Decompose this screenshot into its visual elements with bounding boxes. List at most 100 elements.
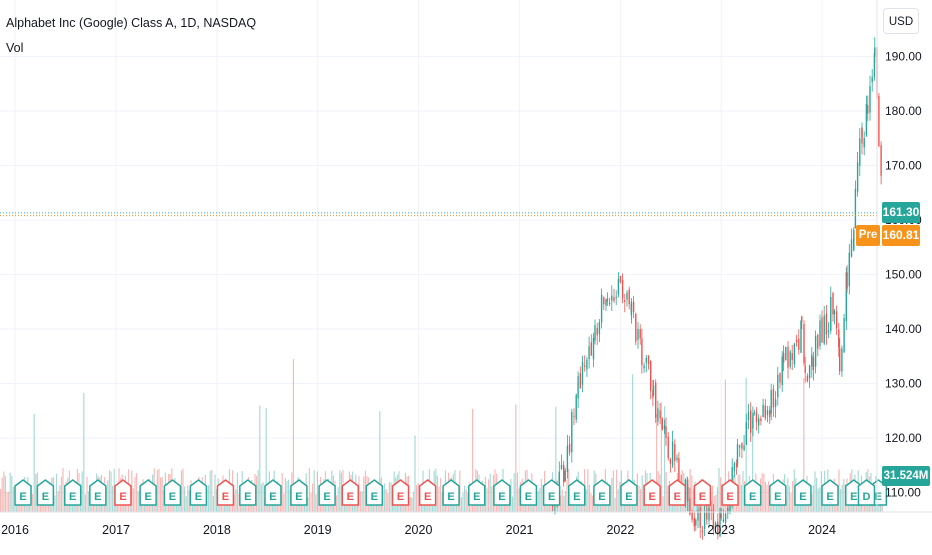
candle-body [712, 510, 715, 529]
earnings-marker-shape [189, 479, 208, 506]
candle-body [798, 338, 800, 350]
volume-bar [180, 470, 182, 512]
candle-body [727, 508, 729, 514]
volume-bar [412, 491, 414, 512]
earnings-marker-shape [418, 479, 437, 506]
earnings-marker[interactable]: E [743, 479, 762, 506]
earnings-marker[interactable]: E [721, 479, 739, 506]
earnings-marker[interactable]: E [519, 479, 538, 506]
legend-title[interactable]: Alphabet Inc (Google) Class A, 1D, NASDA… [6, 16, 257, 30]
earnings-marker[interactable]: E [643, 479, 661, 506]
earnings-marker[interactable]: E [493, 479, 511, 506]
earnings-marker[interactable]: E [391, 479, 410, 506]
candle-body [647, 355, 650, 365]
volume-bar [619, 481, 621, 512]
volume-bar [262, 482, 264, 512]
candle-body [605, 299, 607, 306]
candle-body [830, 297, 832, 331]
earnings-marker[interactable]: E [163, 479, 182, 506]
volume-bar [388, 481, 390, 512]
volume-bar [316, 471, 318, 512]
earnings-marker[interactable]: E [216, 479, 235, 506]
candle-body [615, 296, 617, 298]
grid-lines [0, 0, 877, 512]
earnings-marker[interactable]: E [290, 479, 308, 506]
earnings-marker[interactable]: E [468, 479, 486, 506]
earnings-marker[interactable]: E [668, 479, 687, 506]
earnings-marker[interactable]: E [264, 479, 282, 506]
volume-bar [638, 485, 640, 512]
time-axis[interactable]: 2016 2017 2018 2019 2020 2021 2022 2023 2024 [1, 523, 836, 537]
volume-value-tag: 31.524M [882, 466, 930, 486]
earnings-marker[interactable]: E [693, 479, 712, 506]
volume-bar [134, 477, 136, 512]
price-axis[interactable]: 110.00120.00130.00140.00150.00160.00170.… [885, 50, 922, 500]
volume-bar [86, 476, 88, 512]
candle-body [571, 412, 573, 453]
volume-bar [611, 477, 613, 512]
event-markers[interactable]: E E E E E E E E E E E E E E E E E E E E E E E E E E E E E E E E E E ED [14, 479, 888, 506]
candle-body [777, 374, 779, 398]
candle-body [590, 342, 592, 356]
candle-body [793, 343, 796, 365]
earnings-marker[interactable]: E [365, 479, 384, 506]
candle-body [575, 394, 577, 420]
earnings-marker[interactable]: E [794, 479, 812, 506]
earnings-marker[interactable]: E [89, 479, 107, 506]
volume-bar [843, 479, 845, 512]
earnings-marker[interactable]: E [114, 479, 132, 506]
candle-body [804, 365, 806, 373]
earnings-marker[interactable]: E [341, 479, 360, 506]
earnings-marker-label: E [119, 491, 126, 503]
volume-bar [81, 471, 83, 512]
earnings-marker[interactable]: E [593, 479, 611, 506]
candle-body [817, 334, 819, 349]
legend-volume-label[interactable]: Vol [6, 41, 24, 55]
price-candles [552, 37, 882, 540]
earnings-marker[interactable]: E [821, 479, 839, 506]
earnings-marker[interactable]: E [63, 479, 82, 506]
earnings-marker[interactable]: E [620, 479, 638, 506]
earnings-marker[interactable]: E [442, 479, 460, 506]
volume-bar [715, 494, 717, 512]
volume-bar [417, 483, 419, 512]
candle-body [563, 464, 565, 483]
candle-body [695, 519, 697, 526]
candle-body [770, 390, 772, 414]
volume-bar [216, 489, 218, 512]
volume-bar [566, 479, 568, 512]
candle-body [806, 375, 809, 382]
earnings-marker-label: E [295, 491, 302, 503]
candle-body [710, 510, 712, 512]
volume-bar [739, 474, 741, 512]
earnings-marker[interactable]: E [568, 479, 586, 506]
x-tick-label: 2019 [304, 523, 332, 537]
earnings-marker[interactable]: E [189, 479, 208, 506]
candle-body [630, 302, 633, 316]
candle-body [800, 320, 802, 353]
volume-bar [9, 472, 11, 512]
earnings-marker[interactable]: E [318, 479, 336, 506]
earnings-marker[interactable]: E [542, 479, 561, 506]
volume-bar [763, 473, 765, 512]
earnings-marker-shape [568, 479, 586, 506]
earnings-marker[interactable]: E [418, 479, 437, 506]
volume-bar [803, 378, 805, 512]
candle-body [845, 272, 847, 321]
dividend-marker[interactable]: D [857, 479, 876, 506]
earnings-marker-label: E [144, 491, 151, 503]
earnings-marker-shape [139, 479, 157, 506]
candle-body [652, 385, 655, 396]
volume-bar [515, 404, 517, 512]
earnings-marker[interactable]: E [36, 479, 55, 506]
earnings-marker[interactable]: E [239, 479, 257, 506]
earnings-marker[interactable]: E [139, 479, 157, 506]
currency-button[interactable]: USD [883, 8, 919, 34]
earnings-marker-label: E [648, 491, 655, 503]
earnings-marker[interactable]: E [14, 479, 32, 506]
volume-bar [259, 405, 261, 512]
earnings-marker[interactable]: E [769, 479, 787, 506]
volume-bar [281, 473, 283, 512]
